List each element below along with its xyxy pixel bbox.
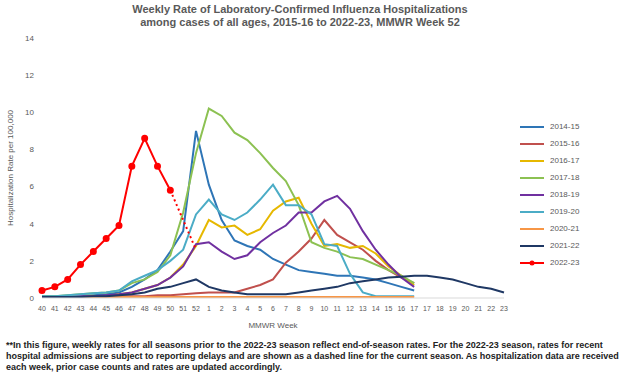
svg-text:8: 8 bbox=[297, 305, 301, 312]
svg-text:46: 46 bbox=[115, 305, 123, 312]
svg-text:6: 6 bbox=[271, 305, 275, 312]
svg-text:44: 44 bbox=[89, 305, 97, 312]
svg-text:42: 42 bbox=[64, 305, 72, 312]
html-text:Weekly Rate of Laboratory-Conf: Weekly Rate of Laboratory-Confirmed Infl… bbox=[132, 3, 468, 15]
svg-text:14: 14 bbox=[25, 34, 34, 43]
svg-text:50: 50 bbox=[166, 305, 174, 312]
svg-text:20: 20 bbox=[462, 305, 470, 312]
svg-text:17: 17 bbox=[410, 305, 418, 312]
svg-text:Hospitalization Rate per 100,0: Hospitalization Rate per 100,000 bbox=[8, 109, 15, 226]
html-text:2019-20: 2019-20 bbox=[550, 207, 580, 216]
svg-text:3: 3 bbox=[233, 305, 237, 312]
svg-text:23: 23 bbox=[500, 305, 508, 312]
svg-text:43: 43 bbox=[77, 305, 85, 312]
svg-text:18: 18 bbox=[436, 305, 444, 312]
svg-text:41: 41 bbox=[51, 305, 59, 312]
svg-text:4: 4 bbox=[30, 220, 35, 229]
html-text:2015-16: 2015-16 bbox=[550, 139, 580, 148]
html-text:**In this figure, weekly rates: **In this figure, weekly rates for all s… bbox=[6, 340, 619, 372]
html-text:among cases of all ages, 2015-: among cases of all ages, 2015-16 to 2022… bbox=[140, 16, 460, 28]
svg-text:4: 4 bbox=[245, 305, 249, 312]
svg-text:10: 10 bbox=[320, 305, 328, 312]
svg-text:0: 0 bbox=[30, 294, 35, 303]
svg-text:12: 12 bbox=[25, 71, 34, 80]
svg-text:13: 13 bbox=[359, 305, 367, 312]
html-text:2016-17: 2016-17 bbox=[550, 156, 580, 165]
svg-text:8: 8 bbox=[30, 145, 35, 154]
html-text:2022-23: 2022-23 bbox=[550, 258, 580, 267]
svg-text:15: 15 bbox=[385, 305, 393, 312]
svg-text:11: 11 bbox=[334, 305, 341, 312]
html-text:2017-18: 2017-18 bbox=[550, 173, 580, 182]
html-text:2020-21: 2020-21 bbox=[550, 224, 580, 233]
svg-text:10: 10 bbox=[25, 108, 34, 117]
svg-text:1: 1 bbox=[207, 305, 211, 312]
svg-text:MMWR Week: MMWR Week bbox=[248, 321, 298, 330]
svg-text:17: 17 bbox=[423, 305, 431, 312]
svg-text:49: 49 bbox=[154, 305, 162, 312]
svg-text:47: 47 bbox=[128, 305, 136, 312]
svg-text:6: 6 bbox=[30, 182, 35, 191]
svg-text:48: 48 bbox=[141, 305, 149, 312]
svg-text:2: 2 bbox=[220, 305, 224, 312]
svg-text:12: 12 bbox=[346, 305, 354, 312]
svg-text:52: 52 bbox=[192, 305, 200, 312]
svg-text:19: 19 bbox=[449, 305, 457, 312]
svg-text:21: 21 bbox=[474, 305, 482, 312]
html-text:2014-15: 2014-15 bbox=[550, 122, 580, 131]
svg-text:22: 22 bbox=[487, 305, 495, 312]
svg-text:40: 40 bbox=[38, 305, 46, 312]
svg-text:7: 7 bbox=[284, 305, 288, 312]
svg-text:14: 14 bbox=[372, 305, 380, 312]
svg-text:5: 5 bbox=[258, 305, 262, 312]
svg-text:45: 45 bbox=[102, 305, 110, 312]
html-text:2018-19: 2018-19 bbox=[550, 190, 580, 199]
svg-text:16: 16 bbox=[397, 305, 405, 312]
svg-text:51: 51 bbox=[179, 305, 187, 312]
svg-text:2: 2 bbox=[30, 257, 35, 266]
svg-text:9: 9 bbox=[310, 305, 314, 312]
html-text:2021-22: 2021-22 bbox=[550, 241, 580, 250]
